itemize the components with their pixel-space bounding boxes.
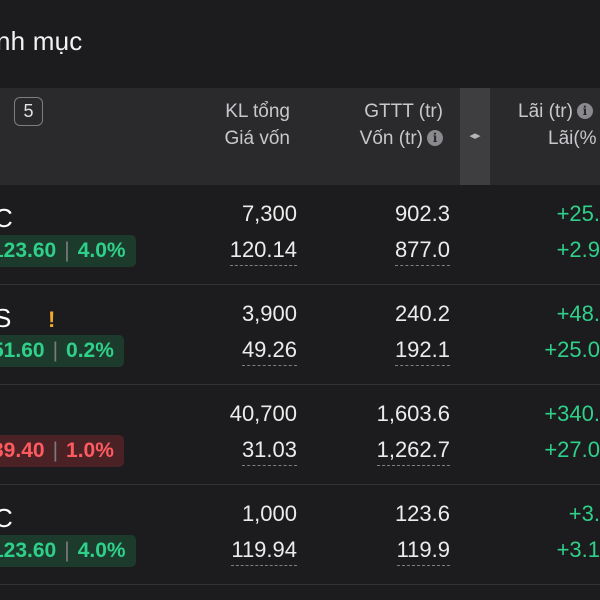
header-capital-label: Vốn (tr) — [359, 128, 423, 149]
capital: 119.9 — [396, 537, 450, 566]
column-resize-icon[interactable]: ◂▸ — [469, 130, 481, 142]
profit-loss-percent: +3.1 — [556, 537, 600, 562]
change-percent: 1.0% — [66, 439, 114, 462]
info-icon[interactable]: i — [576, 103, 593, 119]
average-cost: 120.14 — [229, 237, 297, 266]
header-market-value[interactable]: GTTT (tr) — [364, 101, 443, 122]
total-quantity: 40,700 — [229, 401, 297, 426]
table-row[interactable]: C 123.60 | 4.0% 1,000 119.94 123.6 119.9 +3. +3.1 — [0, 485, 600, 585]
market-value: 240.2 — [394, 301, 450, 326]
header-cost[interactable]: Giá vốn — [224, 128, 290, 149]
separator: | — [64, 539, 70, 562]
profit-loss: +48. — [556, 301, 600, 326]
price-change-badge: 123.60 | 4.0% — [0, 535, 136, 567]
total-quantity: 3,900 — [241, 301, 297, 326]
separator: | — [64, 239, 70, 262]
header-profit-loss-pct[interactable]: Lãi(% — [548, 128, 597, 149]
info-icon[interactable]: i — [427, 130, 443, 146]
ticker-symbol: C — [0, 503, 13, 533]
ticker-symbol: S — [0, 303, 12, 333]
change-percent: 0.2% — [66, 339, 114, 362]
table-row[interactable]: C 123.60 | 4.0% 7,300 120.14 902.3 877.0 +25. +2.… — [0, 185, 600, 285]
ticker-symbol: C — [0, 203, 13, 233]
current-price: 39.40 — [0, 439, 45, 462]
profit-loss-percent: +27.0 — [544, 437, 600, 462]
profit-loss: +340. — [544, 401, 600, 426]
current-price: 123.60 — [0, 539, 57, 562]
current-price: 51.60 — [0, 339, 45, 362]
warning-icon[interactable]: ! — [48, 307, 56, 332]
capital: 192.1 — [394, 337, 450, 366]
separator: | — [52, 339, 59, 362]
market-value: 1,603.6 — [376, 401, 450, 426]
profit-loss: +3. — [568, 501, 600, 526]
ticker-symbol: I — [0, 403, 1, 434]
capital: 877.0 — [394, 237, 450, 266]
holdings-count-badge[interactable]: 5 — [14, 97, 43, 126]
total-quantity: 1,000 — [241, 501, 297, 526]
profit-loss: +25. — [556, 201, 600, 226]
change-percent: 4.0% — [77, 239, 126, 262]
average-cost: 31.03 — [241, 437, 297, 466]
table-row[interactable]: S!51.60 | 0.2% 3,900 49.26 240.2 192.1 +48. +25.… — [0, 285, 600, 385]
page-title: nh mục — [0, 26, 83, 56]
price-change-badge: 39.40 | 1.0% — [0, 435, 124, 467]
table-row[interactable]: I 39.40 | 1.0% 40,700 31.03 1,603.6 1,262.7 +340… — [0, 385, 600, 485]
price-change-badge: 51.60 | 0.2% — [0, 335, 124, 367]
header-profit-loss[interactable]: Lãi (tr) i — [518, 101, 593, 123]
market-value: 902.3 — [394, 201, 450, 226]
profit-loss-percent: +25.0 — [544, 337, 600, 362]
average-cost: 119.94 — [231, 537, 297, 566]
header-profit-loss-label: Lãi (tr) — [518, 101, 573, 122]
table-header — [0, 88, 600, 185]
price-change-badge: 123.60 | 4.0% — [0, 235, 136, 267]
current-price: 123.60 — [0, 239, 57, 262]
header-capital[interactable]: Vốn (tr) i — [360, 128, 443, 150]
separator: | — [52, 439, 59, 462]
header-qty[interactable]: KL tổng — [225, 101, 290, 122]
average-cost: 49.26 — [241, 337, 297, 366]
change-percent: 4.0% — [77, 539, 126, 562]
total-quantity: 7,300 — [241, 201, 297, 226]
column-splitter[interactable] — [460, 88, 490, 185]
market-value: 123.6 — [394, 501, 450, 526]
capital: 1,262.7 — [376, 437, 450, 466]
profit-loss-percent: +2.9 — [556, 237, 600, 262]
